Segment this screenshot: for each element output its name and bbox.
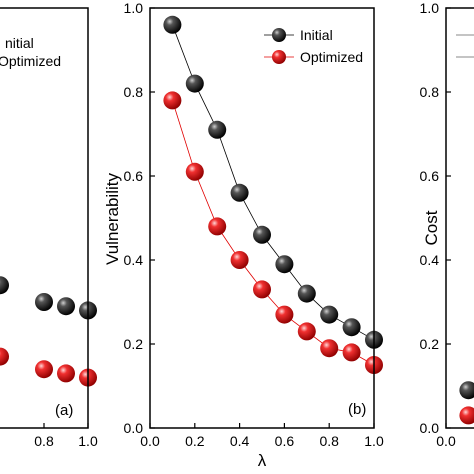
panel-b-legend-optimized: Optimized: [300, 49, 363, 65]
panel-b-point-optimized-0: [163, 91, 182, 110]
panel-b-lines: [172, 24, 375, 366]
panel-b-frame: [149, 7, 375, 429]
panel-b-y-tick-label-1: 0.2: [124, 336, 144, 352]
panel-a-legend: nitial Optimized: [0, 35, 61, 69]
panel-b-y-ticks: 0.0 0.2 0.4 0.6 0.8 1.0: [124, 0, 155, 436]
panel-a-legend-optimized: Optimized: [0, 53, 61, 69]
legend-optimized-marker: [272, 50, 286, 64]
legend-initial-marker: [272, 28, 286, 42]
panel-c-y-axis-label: Cost: [422, 210, 441, 245]
panel-b-y-tick-label-3: 0.6: [124, 168, 144, 184]
panel-a-frame: [0, 7, 89, 429]
panel-b-point-initial-7: [320, 305, 339, 324]
panel-a-point-optimized-1: [35, 360, 53, 379]
panel-b-point-optimized-8: [342, 343, 361, 362]
panel-c-y-tick-label-3: 0.6: [420, 168, 440, 184]
panel-b-point-initial-8: [342, 318, 361, 337]
panel-a-label: (a): [55, 402, 73, 419]
panel-b-point-optimized-3: [230, 251, 249, 269]
panel-b-x-tick-label-0: 0.0: [140, 433, 160, 449]
panel-c-y-tick-label-5: 1.0: [420, 0, 440, 16]
panel-c-frame: [445, 7, 474, 429]
panel-a-x-tick-label-1: 1.0: [78, 433, 98, 449]
panel-c-y-tick-label-0: 0.0: [420, 420, 440, 436]
panel-a-series: [0, 276, 97, 387]
panel-b-series-line-0: [172, 24, 375, 341]
panel-a: 0.8 1.0 nitial Optimized (a): [0, 7, 98, 449]
panel-b-x-tick-label-1: 0.2: [185, 433, 205, 449]
panel-a-point-optimized-2: [57, 364, 75, 383]
panel-c-y-ticks: 0.0 0.2 0.4 0.6 0.8 1.0: [420, 0, 451, 436]
panel-b-legend-initial: Initial: [300, 27, 333, 43]
panel-b-x-tick-label-3: 0.6: [275, 433, 295, 449]
panel-b-label: (b): [348, 401, 366, 418]
panel-b-point-initial-3: [230, 183, 249, 202]
panel-b-x-ticks: 0.0 0.2 0.4 0.6 0.8 1.0: [140, 423, 384, 449]
panel-c-x-tick-label-0: 0.0: [436, 433, 456, 449]
panel-b-point-initial-5: [275, 255, 294, 274]
panel-c-point-optimized-0: [459, 406, 474, 425]
panel-b-point-initial-6: [297, 284, 316, 303]
panel-b-x-tick-label-2: 0.4: [230, 433, 250, 449]
panel-c-point-initial-0: [459, 381, 474, 400]
panel-b-x-tick-label-4: 0.8: [319, 433, 339, 449]
panel-b-y-axis-label: Vulnerability: [103, 173, 122, 265]
panel-b-x-tick-label-5: 1.0: [364, 433, 384, 449]
panel-a-x-tick-label-0: 0.8: [34, 433, 54, 449]
panel-b-point-optimized-6: [297, 322, 316, 341]
panel-b-point-optimized-7: [320, 339, 339, 358]
panel-b-point-optimized-1: [185, 162, 204, 181]
panel-b-point-initial-1: [185, 74, 204, 93]
panel-a-point-initial-2: [57, 297, 75, 316]
panel-b-y-tick-label-0: 0.0: [124, 420, 144, 436]
panel-b-point-initial-2: [208, 120, 227, 139]
panel-c-series: [459, 381, 474, 425]
panel-b-y-tick-label-4: 0.8: [124, 84, 144, 100]
panel-a-point-initial-1: [35, 293, 53, 311]
panel-c-y-tick-label-2: 0.4: [420, 252, 440, 268]
panel-b-series: [163, 15, 383, 374]
panel-b-point-optimized-2: [208, 217, 227, 236]
panel-b-point-optimized-4: [253, 280, 271, 299]
panel-c: 0.0 0.0 0.2 0.4 0.6 0.8 1.0 Cost: [420, 0, 474, 449]
panel-b-y-tick-label-5: 1.0: [124, 0, 144, 16]
panel-b-point-initial-0: [163, 15, 182, 34]
panel-b-x-axis-label: λ: [258, 451, 267, 470]
panel-b: 0.0 0.2 0.4 0.6 0.8 1.0 0.0 0.2 0.4 0.6 0.8 1.0 In…: [103, 0, 384, 470]
panel-b-y-tick-label-2: 0.4: [124, 252, 144, 268]
panel-b-series-line-1: [172, 100, 375, 366]
panel-b-point-initial-4: [253, 225, 271, 244]
panel-a-point-optimized-0: [0, 347, 9, 366]
panel-c-y-tick-label-1: 0.2: [420, 336, 440, 352]
panel-a-point-initial-0: [0, 276, 9, 295]
panel-c-y-tick-label-4: 0.8: [420, 84, 440, 100]
panel-b-point-optimized-5: [275, 305, 294, 324]
panel-a-legend-initial: nitial: [5, 35, 34, 51]
panel-a-x-ticks: 0.8 1.0: [34, 423, 98, 449]
panel-b-legend: Initial Optimized: [264, 27, 363, 65]
